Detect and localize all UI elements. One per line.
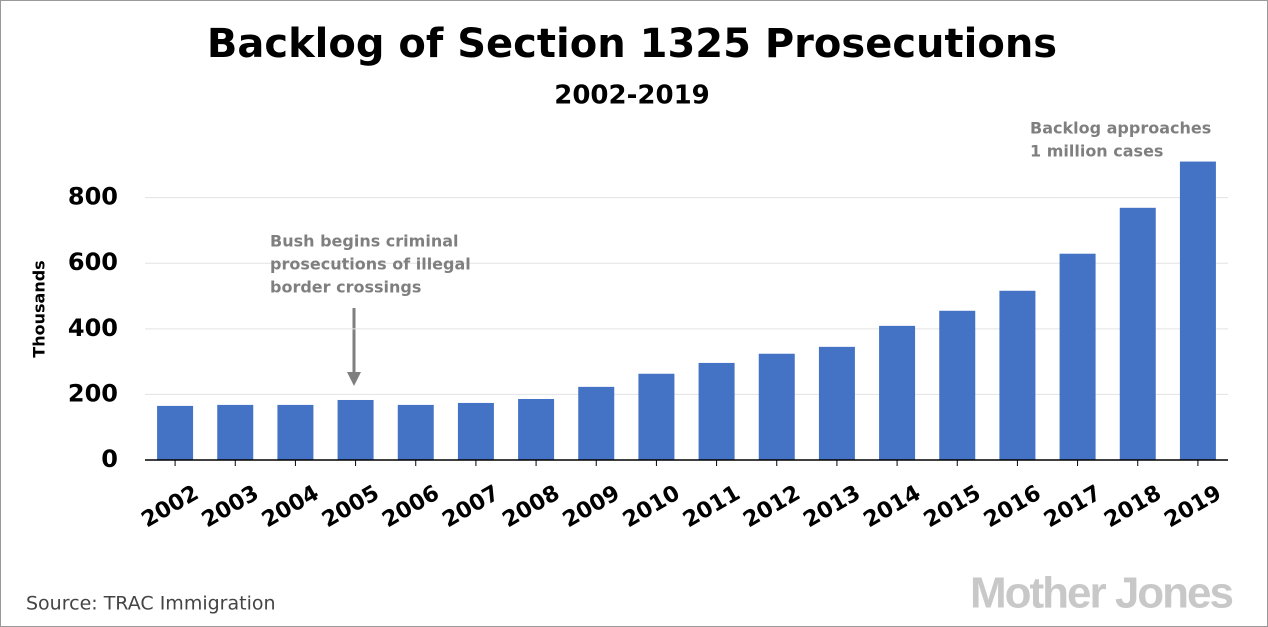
annotation-arrowhead bbox=[347, 372, 361, 386]
bar bbox=[638, 373, 675, 460]
bar bbox=[518, 399, 555, 460]
bar bbox=[397, 404, 434, 460]
y-tick-label: 0 bbox=[101, 445, 118, 473]
bar bbox=[457, 402, 494, 460]
chart-title: Backlog of Section 1325 Prosecutions bbox=[207, 21, 1057, 67]
annotation: Backlog approaches bbox=[1030, 119, 1211, 138]
y-tick-label: 600 bbox=[68, 248, 118, 276]
bar bbox=[1179, 161, 1216, 460]
annotation: Bush begins criminal bbox=[270, 232, 458, 251]
bar bbox=[698, 362, 735, 460]
bar bbox=[758, 353, 795, 460]
annotation: 1 million cases bbox=[1030, 142, 1163, 161]
bar bbox=[337, 399, 374, 460]
annotation: prosecutions of illegal bbox=[270, 255, 471, 274]
bar bbox=[217, 404, 254, 460]
logo: Mother Jones bbox=[970, 569, 1233, 618]
y-tick-label: 200 bbox=[68, 379, 118, 407]
bar bbox=[157, 405, 194, 460]
bar bbox=[578, 386, 615, 460]
chart-subtitle: 2002-2019 bbox=[554, 81, 710, 111]
bar bbox=[818, 346, 855, 460]
source: Source: TRAC Immigration bbox=[26, 593, 276, 615]
y-tick-label: 400 bbox=[68, 314, 118, 342]
bar bbox=[1119, 207, 1156, 460]
bar bbox=[277, 404, 314, 460]
bar bbox=[1059, 253, 1096, 460]
bar bbox=[939, 310, 976, 460]
annotation: border crossings bbox=[270, 278, 421, 297]
bar bbox=[879, 325, 916, 460]
y-axis-label: Thousands bbox=[30, 260, 49, 357]
bar bbox=[999, 290, 1036, 460]
y-tick-label: 800 bbox=[68, 183, 118, 211]
